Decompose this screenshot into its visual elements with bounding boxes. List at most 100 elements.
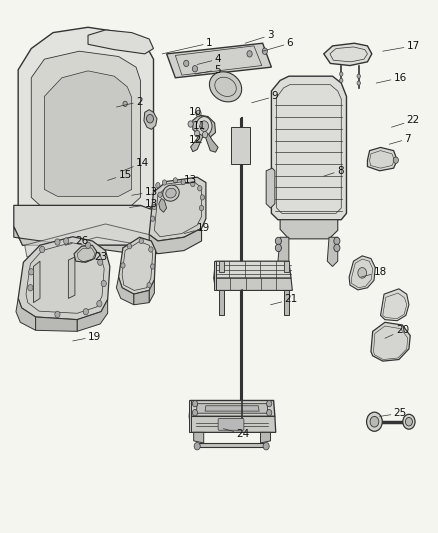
Circle shape <box>358 268 367 278</box>
Polygon shape <box>214 278 292 290</box>
Text: 13: 13 <box>132 187 158 197</box>
Circle shape <box>97 301 102 307</box>
Text: 2: 2 <box>117 96 143 107</box>
Polygon shape <box>219 261 224 272</box>
Polygon shape <box>74 245 97 262</box>
Circle shape <box>267 400 272 407</box>
Text: 11: 11 <box>193 121 206 131</box>
Polygon shape <box>149 280 154 303</box>
Polygon shape <box>194 432 204 443</box>
Circle shape <box>199 205 204 211</box>
Polygon shape <box>367 148 397 171</box>
Polygon shape <box>324 43 372 66</box>
Polygon shape <box>33 261 40 303</box>
Circle shape <box>194 442 200 450</box>
Circle shape <box>55 239 60 245</box>
Circle shape <box>121 263 125 268</box>
Polygon shape <box>159 198 166 212</box>
Text: 7: 7 <box>389 134 411 144</box>
Circle shape <box>393 157 399 164</box>
Polygon shape <box>381 289 409 321</box>
Text: 18: 18 <box>361 267 387 277</box>
Polygon shape <box>261 432 271 443</box>
Polygon shape <box>14 227 162 256</box>
Ellipse shape <box>163 185 179 201</box>
Polygon shape <box>196 403 268 413</box>
Text: 13: 13 <box>130 199 158 209</box>
Circle shape <box>262 48 268 54</box>
Polygon shape <box>189 416 276 432</box>
Circle shape <box>158 192 162 197</box>
Polygon shape <box>134 290 149 305</box>
Circle shape <box>370 416 379 427</box>
Circle shape <box>28 269 34 275</box>
Circle shape <box>200 195 205 200</box>
Circle shape <box>192 400 198 407</box>
Text: 10: 10 <box>188 107 201 117</box>
Circle shape <box>39 246 45 253</box>
Text: 13: 13 <box>166 175 198 185</box>
Text: 9: 9 <box>252 91 278 103</box>
Circle shape <box>139 238 144 244</box>
Polygon shape <box>214 261 291 278</box>
Polygon shape <box>284 261 289 272</box>
Polygon shape <box>219 290 224 316</box>
Text: 15: 15 <box>108 169 132 180</box>
Circle shape <box>334 244 340 252</box>
Polygon shape <box>44 71 132 196</box>
Circle shape <box>123 101 127 107</box>
Circle shape <box>181 179 185 184</box>
Circle shape <box>150 216 155 221</box>
Circle shape <box>339 78 343 83</box>
Polygon shape <box>117 277 134 305</box>
Polygon shape <box>119 237 155 294</box>
Polygon shape <box>280 220 338 239</box>
Text: 17: 17 <box>383 41 420 51</box>
Text: 19: 19 <box>184 223 210 233</box>
Polygon shape <box>16 298 35 330</box>
Text: 23: 23 <box>81 252 108 262</box>
Text: 14: 14 <box>123 158 149 171</box>
Polygon shape <box>205 406 259 411</box>
Circle shape <box>64 238 69 244</box>
Text: 5: 5 <box>195 65 221 75</box>
Circle shape <box>55 311 60 318</box>
Polygon shape <box>144 110 157 130</box>
Circle shape <box>196 117 212 136</box>
Text: 16: 16 <box>376 73 407 83</box>
Circle shape <box>150 264 155 269</box>
Circle shape <box>127 244 132 249</box>
Polygon shape <box>266 168 275 208</box>
Circle shape <box>149 247 153 252</box>
Ellipse shape <box>166 188 176 198</box>
Circle shape <box>276 237 282 245</box>
Polygon shape <box>284 290 289 316</box>
Circle shape <box>188 121 193 127</box>
Polygon shape <box>371 322 410 361</box>
Circle shape <box>263 442 269 450</box>
Circle shape <box>147 115 153 123</box>
Polygon shape <box>349 256 375 290</box>
Circle shape <box>173 177 177 183</box>
Circle shape <box>202 132 208 138</box>
Circle shape <box>403 414 415 429</box>
Polygon shape <box>35 317 77 332</box>
Polygon shape <box>272 76 346 220</box>
Polygon shape <box>68 257 75 298</box>
Circle shape <box>194 131 200 137</box>
Polygon shape <box>18 237 110 320</box>
Text: 26: 26 <box>65 236 88 246</box>
Circle shape <box>339 72 343 76</box>
Circle shape <box>267 409 272 416</box>
Circle shape <box>28 285 33 291</box>
Text: 8: 8 <box>324 166 343 176</box>
Circle shape <box>147 282 151 288</box>
Text: 21: 21 <box>271 294 298 305</box>
Ellipse shape <box>209 72 242 102</box>
Circle shape <box>85 242 91 248</box>
Text: 20: 20 <box>385 325 409 338</box>
Circle shape <box>191 181 195 187</box>
Circle shape <box>357 74 360 78</box>
Polygon shape <box>193 115 215 138</box>
Circle shape <box>162 180 166 185</box>
